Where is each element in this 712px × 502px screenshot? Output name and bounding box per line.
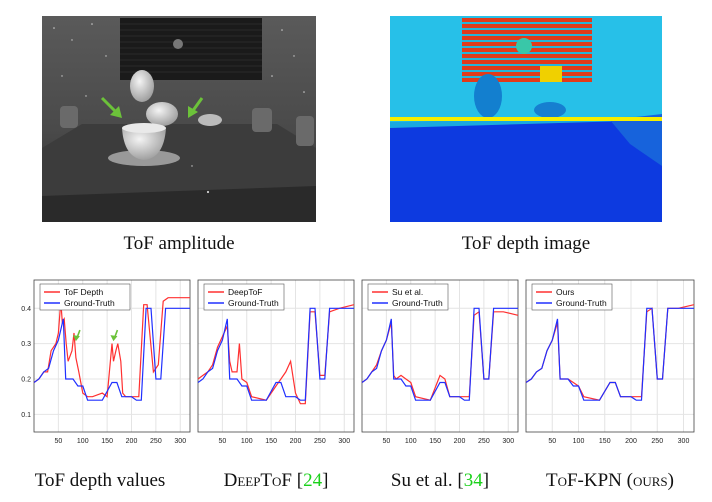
x-tick-label: 250 [150, 438, 162, 445]
plot-frame [525, 279, 695, 433]
legend-box [531, 283, 613, 311]
x-tick-label: 200 [454, 438, 466, 445]
x-tick-label: 100 [241, 438, 253, 445]
y-tick-label: 0.2 [21, 376, 31, 383]
x-tick-label: 150 [429, 438, 441, 445]
x-tick-label: 150 [599, 438, 611, 445]
legend-label: ToF Depth [64, 287, 103, 297]
x-tick-label: 100 [573, 438, 585, 445]
caption-tof-depth-values: ToF depth values [34, 470, 166, 491]
y-tick-label: 0.4 [21, 306, 31, 313]
legend-label: Ground-Truth [556, 298, 607, 308]
plot-tof-kpn: 50 100 150 200 250 300 Ours Ground-Truth [518, 272, 698, 455]
plot-su-et-al: 50 100 150 200 250 300 Su et al. Ground-Truth [354, 272, 522, 455]
caption-deeptof: DeepToF [24] [223, 470, 329, 491]
series-line-ground-truth [525, 307, 694, 401]
legend-label: Ground-Truth [392, 298, 443, 308]
y-tick-label: 0.1 [21, 412, 31, 419]
series-line-estimate [361, 310, 519, 401]
x-tick-label: 200 [126, 438, 138, 445]
legend-box [367, 283, 449, 311]
plot-frame [197, 279, 355, 433]
legend-label: DeepToF [228, 287, 263, 297]
x-tick-label: 50 [54, 438, 62, 445]
tof-depth-caption: ToF depth image [461, 233, 591, 254]
plot-frame [33, 279, 191, 433]
series-line-ground-truth [197, 307, 354, 401]
artifact-arrow [72, 329, 81, 342]
series-line-estimate [525, 304, 695, 401]
tof-amplitude-image [42, 16, 316, 222]
x-tick-label: 300 [678, 438, 690, 445]
x-tick-label: 200 [290, 438, 302, 445]
x-tick-label: 50 [382, 438, 390, 445]
tof-depth-image [390, 16, 662, 222]
legend-box [39, 283, 131, 311]
plot-tof-depth: 50 100 150 200 250 300 0.1 0.2 0.3 0.4 ToF Depth Gr… [8, 272, 194, 455]
x-tick-label: 100 [77, 438, 89, 445]
x-tick-label: 100 [405, 438, 417, 445]
x-tick-label: 300 [174, 438, 186, 445]
x-tick-label: 250 [314, 438, 326, 445]
series-line-estimate [33, 297, 190, 398]
x-tick-label: 150 [265, 438, 277, 445]
x-tick-label: 300 [338, 438, 350, 445]
x-tick-label: 250 [651, 438, 663, 445]
legend-label: Ours [556, 287, 574, 297]
plot-frame [361, 279, 519, 433]
x-tick-label: 200 [625, 438, 637, 445]
series-line-ground-truth [361, 307, 518, 401]
y-tick-label: 0.3 [21, 341, 31, 348]
x-tick-label: 250 [478, 438, 490, 445]
legend-label: Ground-Truth [228, 298, 279, 308]
series-line-estimate [197, 304, 355, 405]
plot-deeptof: 50 100 150 200 250 300 DeepToF Ground-Truth [190, 272, 358, 455]
artifact-arrow [110, 329, 119, 342]
caption-tof-kpn: ToF-KPN (ours) [546, 470, 674, 491]
x-tick-label: 150 [101, 438, 113, 445]
x-tick-label: 50 [548, 438, 556, 445]
x-tick-label: 50 [218, 438, 226, 445]
legend-box [203, 283, 285, 311]
caption-su-et-al: Su et al. [34] [390, 470, 490, 491]
series-line-ground-truth [33, 307, 190, 401]
legend-label: Su et al. [392, 287, 423, 297]
legend-label: Ground-Truth [64, 298, 115, 308]
x-tick-label: 300 [502, 438, 514, 445]
tof-amplitude-caption: ToF amplitude [123, 233, 235, 254]
